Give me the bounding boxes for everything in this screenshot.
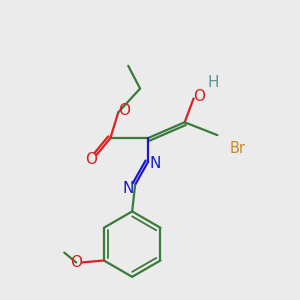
Text: H: H (208, 75, 219, 90)
Text: Br: Br (229, 140, 245, 155)
Text: O: O (85, 152, 98, 167)
Text: N: N (122, 181, 134, 196)
Text: O: O (194, 89, 206, 104)
Text: O: O (118, 103, 130, 118)
Text: O: O (70, 255, 82, 270)
Text: N: N (149, 156, 161, 171)
